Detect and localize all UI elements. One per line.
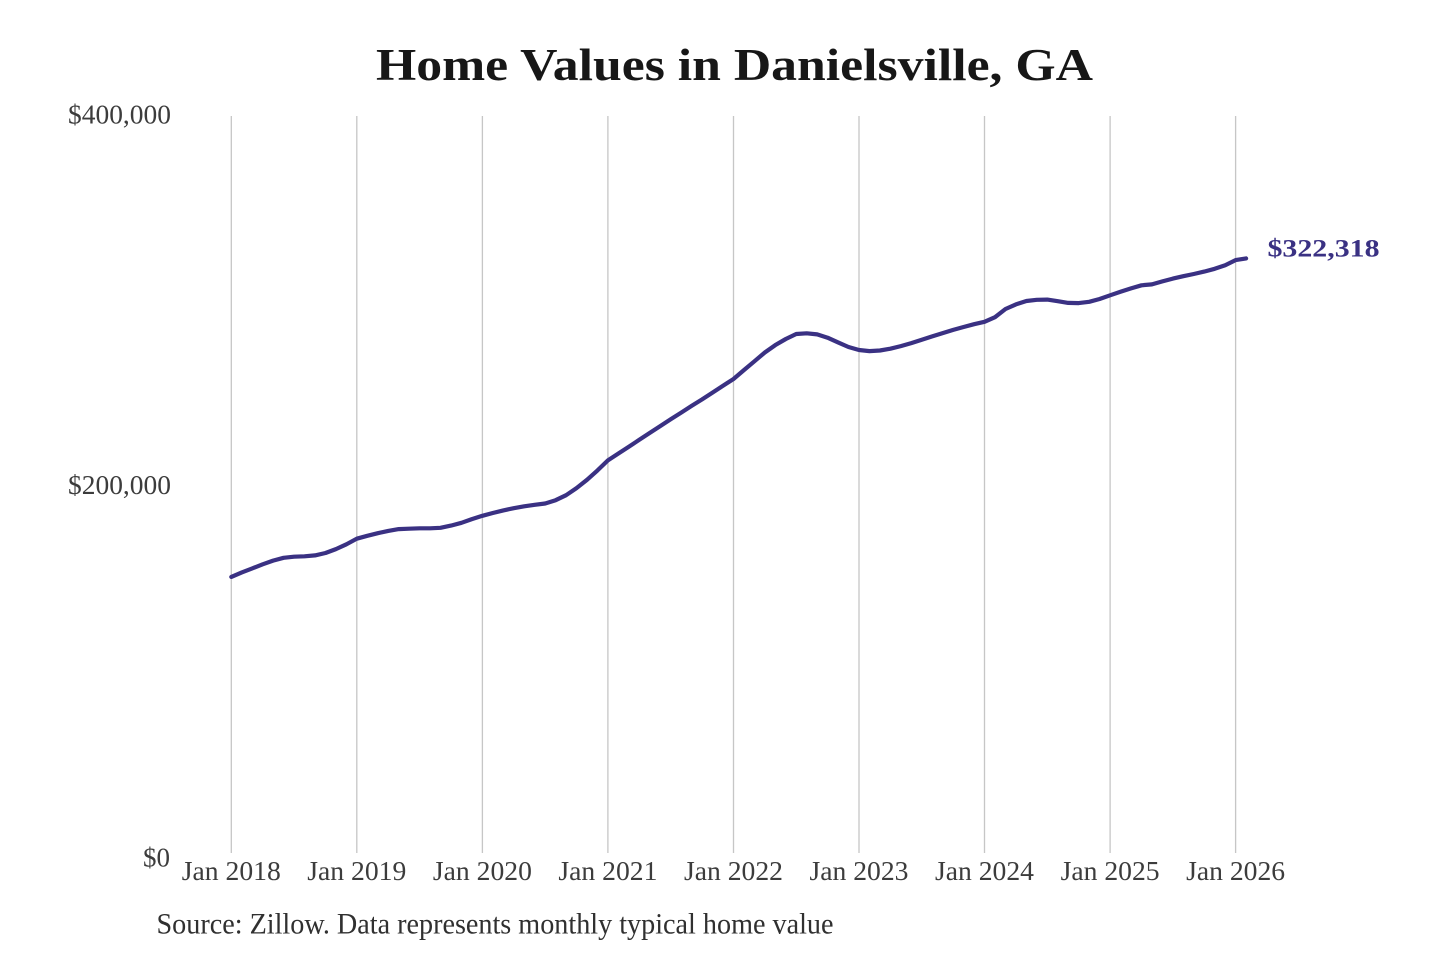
svg-text:$322,318: $322,318 bbox=[1268, 234, 1380, 263]
svg-text:Jan 2022: Jan 2022 bbox=[684, 856, 783, 886]
svg-text:Home Values in Danielsville, G: Home Values in Danielsville, GA bbox=[376, 40, 1094, 90]
svg-text:Jan 2026: Jan 2026 bbox=[1186, 856, 1285, 886]
svg-text:Jan 2019: Jan 2019 bbox=[307, 856, 406, 886]
svg-text:$200,000: $200,000 bbox=[68, 470, 171, 500]
svg-text:Jan 2020: Jan 2020 bbox=[433, 856, 532, 886]
svg-text:Jan 2018: Jan 2018 bbox=[182, 856, 281, 886]
svg-text:Jan 2023: Jan 2023 bbox=[810, 856, 909, 886]
svg-text:Jan 2025: Jan 2025 bbox=[1061, 856, 1160, 886]
svg-text:Source: Zillow. Data represent: Source: Zillow. Data represents monthly … bbox=[157, 909, 834, 941]
svg-text:Jan 2024: Jan 2024 bbox=[935, 856, 1035, 886]
svg-text:$400,000: $400,000 bbox=[68, 100, 171, 130]
svg-text:Jan 2021: Jan 2021 bbox=[558, 856, 657, 886]
svg-text:$0: $0 bbox=[143, 843, 170, 873]
